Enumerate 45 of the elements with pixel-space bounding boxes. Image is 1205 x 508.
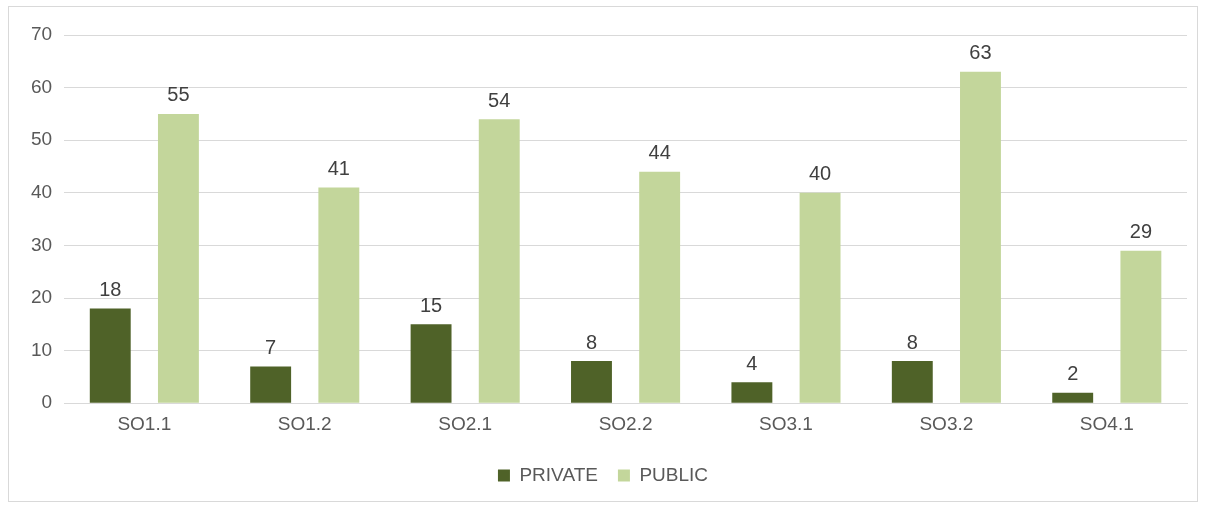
data-label: 55 [167, 83, 190, 106]
x-tick-label: SO2.1 [438, 412, 493, 434]
x-tick-label: SO2.2 [598, 412, 653, 434]
data-label: 7 [265, 335, 277, 358]
bar [891, 361, 933, 403]
data-label: 44 [648, 141, 671, 164]
y-tick-label: 70 [30, 23, 53, 45]
data-label: 8 [906, 330, 918, 353]
y-tick-label: 50 [30, 128, 53, 150]
x-tick-label: SO3.1 [759, 412, 813, 434]
data-label: 4 [746, 351, 758, 374]
bar [410, 324, 452, 403]
bar [250, 366, 292, 403]
data-label: 40 [808, 162, 832, 185]
y-tick-label: 60 [30, 75, 53, 97]
data-label: 18 [99, 278, 122, 301]
legend-label: PRIVATE [519, 463, 598, 485]
x-tick-label: SO1.1 [117, 412, 172, 434]
bar [1052, 392, 1094, 403]
y-tick-label: 40 [30, 181, 53, 203]
bar [157, 113, 199, 403]
bar [478, 119, 520, 403]
x-tick-label: SO1.2 [277, 412, 332, 434]
bar [799, 192, 841, 403]
bar [89, 308, 131, 403]
bar [318, 187, 360, 403]
bar [960, 71, 1001, 403]
data-label: 54 [488, 88, 511, 111]
legend-label: PUBLIC [639, 463, 709, 485]
x-tick-label: SO4.1 [1079, 412, 1134, 434]
data-label: 2 [1067, 362, 1079, 385]
data-label: 63 [969, 41, 992, 64]
bar [639, 171, 681, 403]
bar [731, 382, 773, 403]
bar [1120, 250, 1162, 403]
data-label: 41 [327, 157, 350, 180]
y-tick-label: 20 [30, 286, 53, 308]
y-tick-label: 30 [30, 233, 53, 255]
y-tick-label: 0 [41, 391, 53, 413]
bar [571, 361, 612, 403]
data-label: 29 [1129, 220, 1153, 243]
x-tick-label: SO3.2 [919, 412, 974, 434]
data-label: 15 [419, 293, 443, 316]
data-label: 8 [585, 330, 598, 353]
y-tick-label: 10 [30, 338, 53, 360]
